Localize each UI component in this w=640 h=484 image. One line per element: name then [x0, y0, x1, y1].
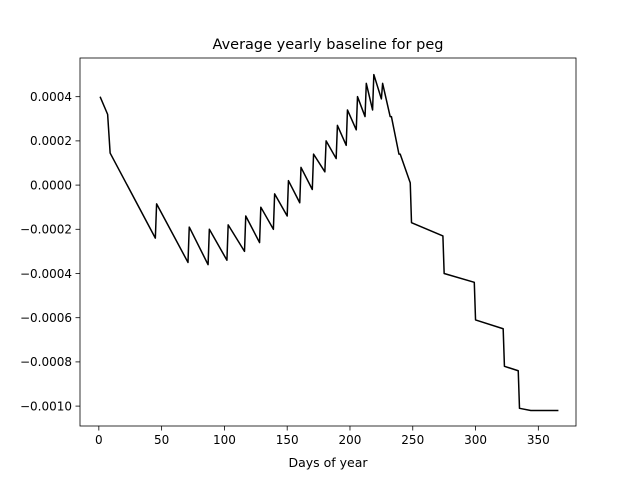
y-tick-label: −0.0004 [20, 267, 72, 281]
x-tick-label: 300 [464, 433, 487, 447]
plot-area: 0 50 100 150 200 250 300 350 0.0004 0.0002 0.0000 −… [20, 57, 577, 447]
x-tick-label: 100 [213, 433, 236, 447]
x-tick-label: 350 [527, 433, 550, 447]
series-line-0 [99, 73, 559, 412]
axes-frame [79, 57, 577, 427]
y-tick-label: 0.0002 [30, 134, 72, 148]
y-tick-label: −0.0006 [20, 311, 72, 325]
chart-title: Average yearly baseline for peg [213, 37, 444, 53]
x-tick-label: 200 [339, 433, 362, 447]
y-tick-label: 0.0004 [30, 90, 72, 104]
x-tick-label: 250 [401, 433, 424, 447]
y-tick-label: 0.0000 [30, 178, 72, 192]
x-axis-label: Days of year [288, 455, 368, 470]
x-tick-label: 0 [95, 433, 103, 447]
y-tick-label: −0.0010 [20, 399, 72, 413]
x-tick-label: 150 [276, 433, 299, 447]
y-tick-label: −0.0002 [20, 223, 72, 237]
y-tick-label: −0.0008 [20, 355, 72, 369]
x-tick-label: 50 [154, 433, 169, 447]
